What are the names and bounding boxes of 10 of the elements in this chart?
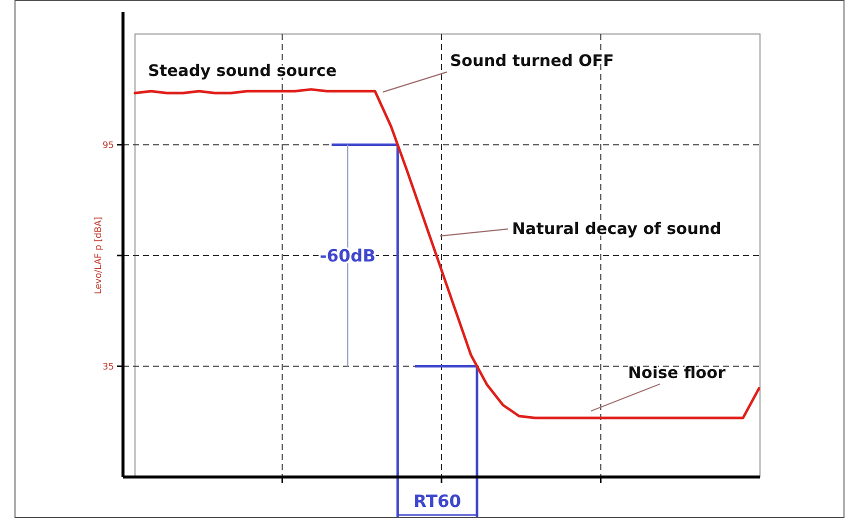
y-tick-label: 95: [102, 140, 114, 151]
text: RT60: [414, 492, 462, 512]
annotation: Natural decay of sound: [512, 219, 722, 238]
annotation: Steady sound source: [148, 61, 337, 80]
annotation: -60dB: [320, 246, 376, 266]
line-series: [134, 88, 760, 420]
annotation: Noise floor: [628, 363, 726, 382]
y-axis-title: Levo/LAF p [dBA]: [94, 216, 104, 294]
annotation: Sound turned OFF: [450, 51, 614, 70]
y-tick-label: 35: [102, 362, 114, 372]
